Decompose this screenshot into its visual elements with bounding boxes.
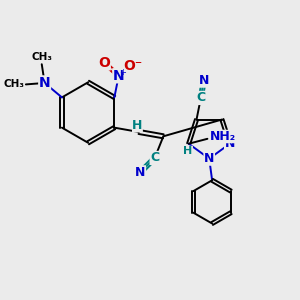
Text: C: C — [196, 92, 206, 104]
Text: NH₂: NH₂ — [210, 130, 236, 143]
Text: N: N — [225, 137, 235, 150]
Text: N: N — [113, 69, 124, 83]
Text: H: H — [184, 146, 193, 156]
Text: O: O — [98, 56, 110, 70]
Text: N: N — [135, 166, 146, 179]
Text: CH₃: CH₃ — [4, 80, 25, 89]
Text: O⁻: O⁻ — [124, 59, 143, 73]
Text: N: N — [39, 76, 50, 90]
Text: C: C — [150, 152, 159, 164]
Text: N: N — [199, 74, 209, 87]
Text: H: H — [132, 119, 142, 132]
Text: CH₃: CH₃ — [31, 52, 52, 62]
Text: +: + — [119, 68, 126, 77]
Text: N: N — [204, 152, 214, 165]
